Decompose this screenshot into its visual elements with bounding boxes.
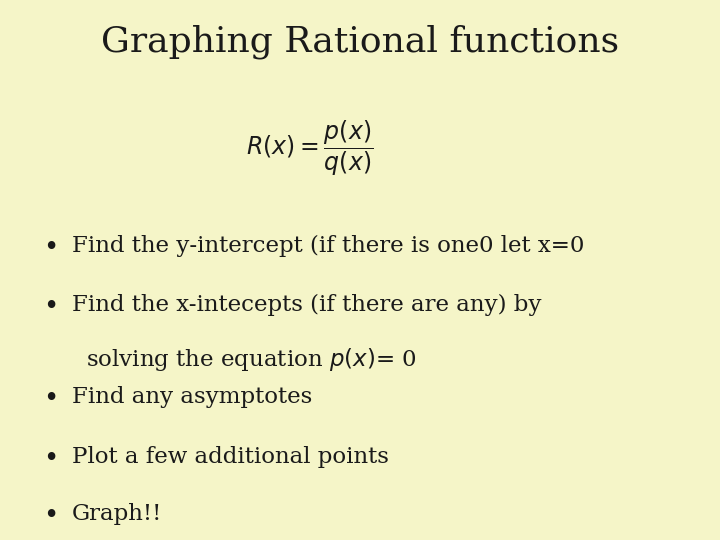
Text: Find any asymptotes: Find any asymptotes	[72, 386, 312, 408]
Text: Find the y-intercept (if there is one0 let x=0: Find the y-intercept (if there is one0 l…	[72, 235, 585, 257]
Text: •: •	[42, 235, 58, 260]
Text: $R(x){=}\dfrac{p(x)}{q(x)}$: $R(x){=}\dfrac{p(x)}{q(x)}$	[246, 119, 373, 178]
Text: Graph!!: Graph!!	[72, 503, 163, 525]
Text: solving the equation $p(x)$= 0: solving the equation $p(x)$= 0	[86, 346, 417, 373]
Text: •: •	[42, 294, 58, 319]
Text: •: •	[42, 446, 58, 470]
Text: •: •	[42, 386, 58, 411]
Text: •: •	[42, 503, 58, 528]
Text: Find the x-intecepts (if there are any) by: Find the x-intecepts (if there are any) …	[72, 294, 541, 316]
Text: Graphing Rational functions: Graphing Rational functions	[101, 24, 619, 59]
Text: Plot a few additional points: Plot a few additional points	[72, 446, 389, 468]
